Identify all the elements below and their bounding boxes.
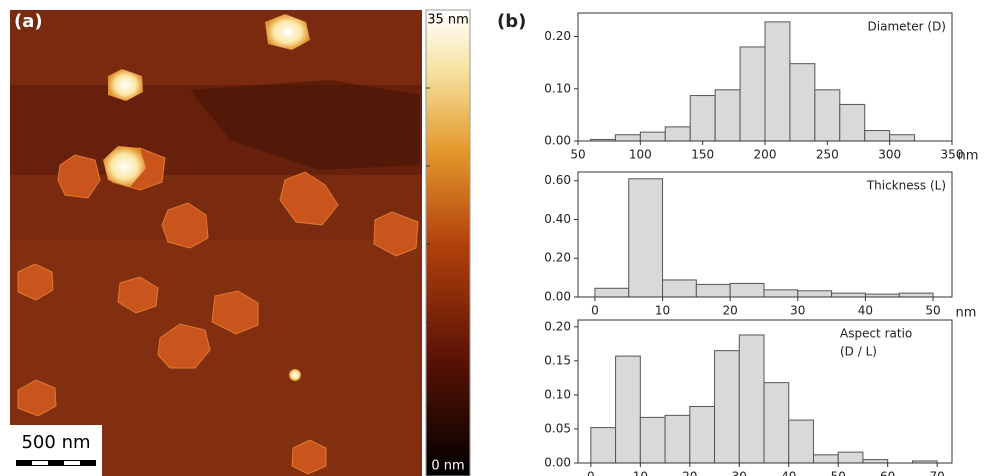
colorbar-min-label: 0 nm [431,459,464,474]
bar [714,89,741,142]
scale-bar-box [10,425,102,476]
scale-bar [32,461,48,465]
plot-frame [577,319,953,464]
bar [812,454,839,464]
y-tick-label: 0.60 [544,173,571,187]
scale-bar [64,461,80,465]
bar [889,134,916,142]
chart-title: Thickness (L) [866,179,946,193]
x-tick-label: 50 [831,470,846,476]
y-tick-label: 0.20 [544,29,571,43]
x-tick-label: 30 [732,470,747,476]
y-tick-label: 0.00 [544,290,571,304]
x-tick-label: 40 [858,304,873,318]
bar [862,459,889,464]
x-tick-label: 70 [930,470,945,476]
x-tick-label: 0 [591,304,599,318]
y-tick-label: 0.40 [544,212,571,226]
colorbar: 35 nm 0 nm [425,9,471,476]
x-tick-label: 300 [878,148,901,162]
x-tick-label: 20 [682,470,697,476]
bar [814,89,841,142]
x-tick-label: 0 [587,470,595,476]
y-tick-label: 0.20 [544,251,571,265]
bar [594,287,630,298]
chart-title: Diameter (D) [868,20,946,34]
bar [763,382,790,464]
x-axis-unit: nm [956,306,977,321]
bar [664,414,691,464]
x-tick-label: 10 [633,470,648,476]
panel-label: (b) [497,11,526,32]
x-tick-label: 60 [880,470,895,476]
chart-title: Aspect ratio [840,327,912,341]
afm-image: (a) 500 nm [10,10,422,476]
bar [639,416,666,464]
x-tick-label: 250 [816,148,839,162]
bar [590,427,617,464]
bar [839,103,866,142]
x-tick-label: 150 [691,148,714,162]
bar [695,283,731,298]
bar [764,21,791,142]
y-tick-label: 0.00 [544,134,571,148]
x-tick-label: 30 [790,304,805,318]
plot-frame [577,171,953,298]
bar [788,419,814,464]
x-tick-label: 100 [629,148,652,162]
scale-bar-label: 500 nm [21,432,90,453]
bar [664,126,691,142]
bar [831,292,866,298]
x-tick-label: 50 [570,148,585,162]
x-tick-label: 200 [754,148,777,162]
bar [628,178,664,298]
bar [797,290,833,298]
x-tick-label: 20 [723,304,738,318]
bar [615,355,641,464]
y-tick-label: 0.20 [544,319,571,333]
bar [614,134,641,142]
bar [689,95,716,142]
bar [714,350,740,464]
y-tick-label: 0.05 [544,421,571,435]
bar [662,279,697,298]
scale-bar [16,460,96,466]
bar [837,451,864,464]
x-tick-label: 50 [925,304,940,318]
panel-label: (a) [14,11,43,32]
y-tick-label: 0.00 [544,456,571,470]
y-tick-label: 0.10 [544,387,571,401]
bar [689,405,716,464]
x-axis-unit: nm [958,149,979,164]
chart-subtitle: (D / L) [840,345,877,359]
y-tick-label: 0.10 [544,81,571,95]
bar [739,46,766,142]
y-tick-label: 0.15 [544,353,571,367]
bar [639,131,666,142]
bar [789,63,816,142]
x-tick-label: 40 [781,470,796,476]
bar [898,292,934,298]
bar [864,130,891,142]
x-tick-label: 350 [941,148,964,162]
bar [729,282,765,298]
bar [738,334,765,464]
bar [763,289,799,298]
x-tick-label: 10 [655,304,670,318]
colorbar-max-label: 35 nm [427,13,469,28]
